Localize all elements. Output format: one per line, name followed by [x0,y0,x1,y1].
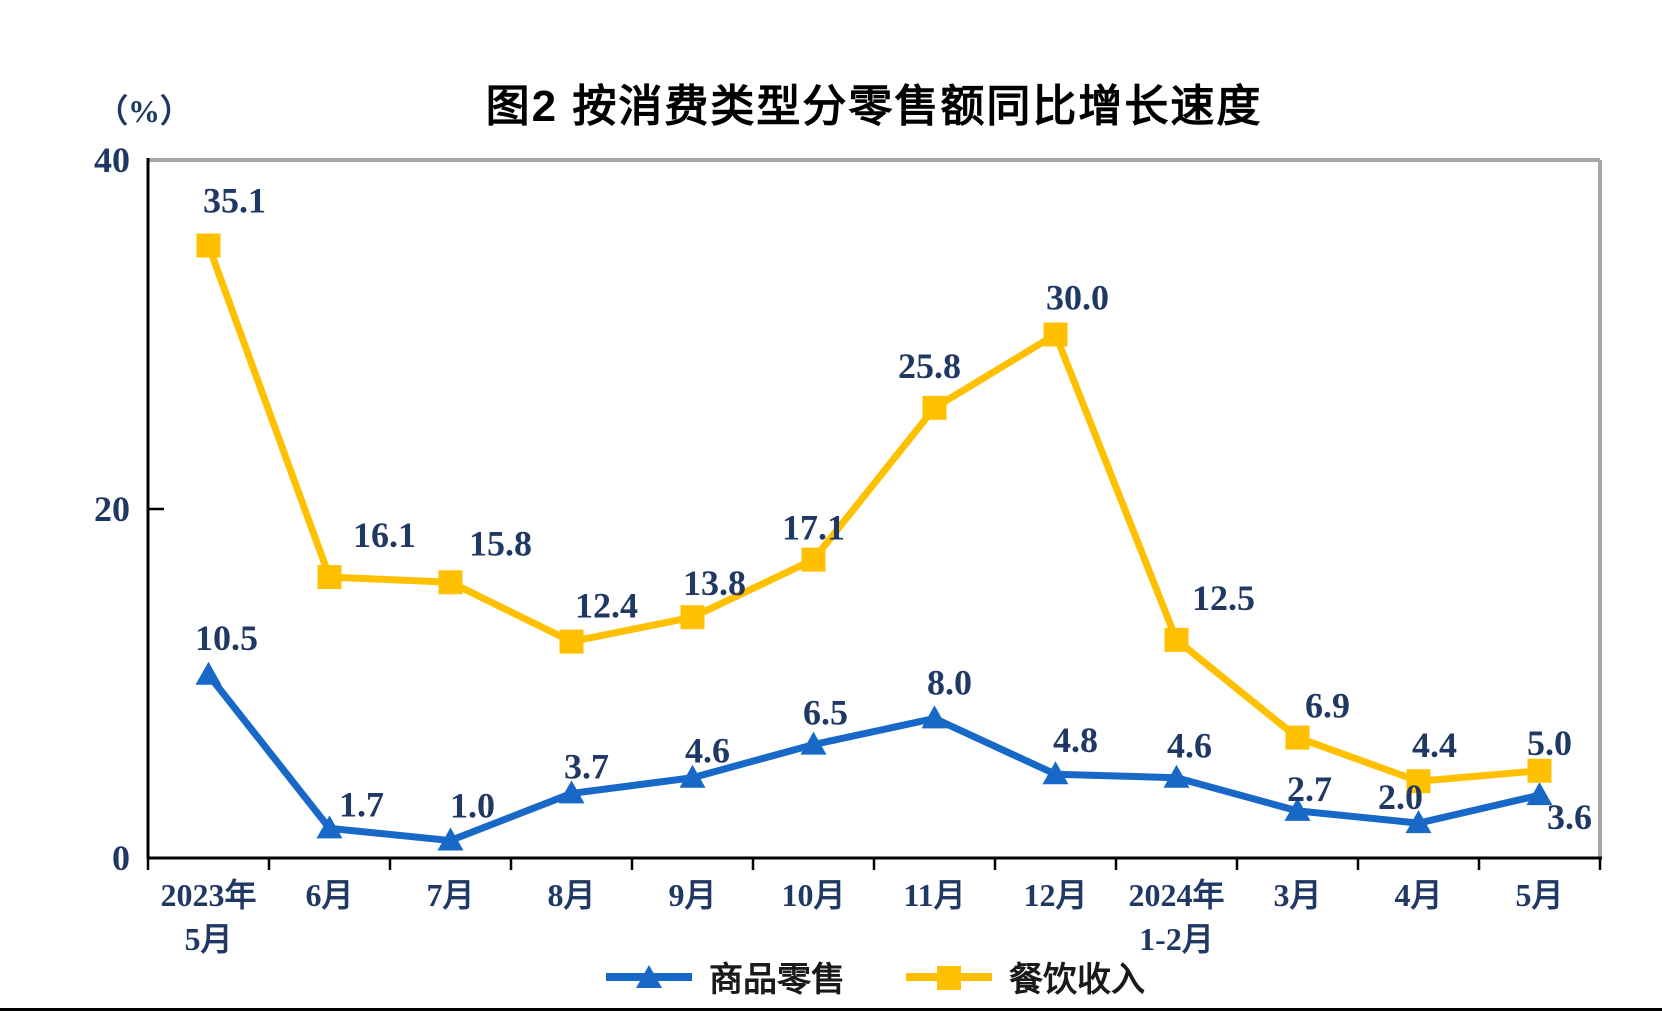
x-tick-label: 5月 [1515,877,1563,913]
goods-retail-marker [679,764,706,788]
catering-revenue-marker [196,233,221,258]
catering-revenue-value-label: 12.4 [575,586,638,626]
catering-revenue-marker [680,605,705,630]
catering-revenue-value-label: 35.1 [203,181,266,221]
goods-retail-value-label: 2.7 [1287,769,1332,809]
catering-revenue-marker [317,565,342,590]
y-axis-unit-label: （%） [96,93,193,129]
catering-revenue-marker [1043,322,1068,347]
goods-retail-marker [437,827,464,851]
catering-revenue-value-label: 13.8 [683,563,746,603]
x-tick-label: 8月 [547,877,595,913]
x-tick-label: 4月 [1394,877,1442,913]
goods-retail-value-label: 2.0 [1378,777,1423,817]
x-tick-label: 6月 [305,877,353,913]
catering-revenue-square-marker-icon [906,965,992,990]
catering-revenue-value-label: 6.9 [1305,686,1350,726]
legend-label-goods-retail: 商品零售 [709,962,845,999]
goods-retail-value-label: 1.0 [450,786,495,826]
catering-revenue-value-label: 4.4 [1412,725,1457,765]
x-tick-label: 11月 [903,877,965,913]
catering-revenue-marker [1285,725,1310,750]
catering-revenue-value-label: 16.1 [353,515,416,555]
goods-retail-triangle-marker-icon [606,964,692,988]
x-tick-label: 7月 [426,877,474,913]
x-tick-label: 10月 [781,877,845,913]
catering-revenue-line [205,242,1543,785]
goods-retail-marker [558,780,585,804]
legend-item-catering-revenue: 餐饮收入 [903,952,1145,1001]
legend-label-catering-revenue: 餐饮收入 [1009,962,1145,999]
goods-retail-marker [316,815,343,839]
catering-revenue-value-label: 5.0 [1527,723,1572,763]
goods-retail-line [205,671,1543,845]
goods-retail-marker [1526,782,1553,806]
y-tick-label: 40 [94,140,130,180]
x-tick-label: 9月 [668,877,716,913]
goods-retail-value-label: 3.6 [1547,797,1592,837]
x-tick-label: 2024年 1-2月 [1128,877,1224,957]
catering-revenue-marker [922,395,947,420]
catering-revenue-value-label: 30.0 [1046,278,1109,318]
goods-retail-marker [921,705,948,729]
chart-title: 图2 按消费类型分零售额同比增长速度 [485,82,1263,131]
x-tick-label: 3月 [1273,877,1321,913]
y-tick-label: 0 [112,838,130,878]
catering-revenue-value-label: 15.8 [469,523,532,563]
goods-retail-value-label: 1.7 [339,784,384,824]
goods-retail-value-label: 4.8 [1053,720,1098,760]
catering-revenue-value-label: 12.5 [1192,578,1255,618]
goods-retail-value-label: 3.7 [564,746,609,786]
page-divider [0,1008,1662,1011]
goods-retail-value-label: 8.0 [927,662,972,702]
goods-retail-marker [1042,761,1069,785]
y-tick-label: 20 [94,489,130,529]
catering-revenue-value-label: 17.1 [782,508,845,548]
goods-retail-marker [1163,764,1190,788]
catering-revenue-marker [1406,769,1431,794]
catering-revenue-marker [801,547,826,572]
x-tick-label: 12月 [1023,877,1087,913]
goods-retail-marker [195,661,222,685]
catering-revenue-marker [1527,758,1552,783]
chart-legend: 商品零售 餐饮收入 [148,952,1600,1001]
goods-retail-marker [1405,810,1432,834]
goods-retail-marker [800,731,827,755]
catering-revenue-value-label: 25.8 [898,346,961,386]
catering-revenue-marker [559,629,584,654]
legend-item-goods-retail: 商品零售 [603,952,845,1001]
goods-retail-value-label: 4.6 [685,731,730,771]
x-tick-label: 2023年 5月 [160,877,256,957]
goods-retail-value-label: 6.5 [803,693,848,733]
goods-retail-value-label: 4.6 [1167,726,1212,766]
goods-retail-value-label: 10.5 [195,618,258,658]
goods-retail-marker [1284,797,1311,821]
catering-revenue-marker [438,570,463,595]
catering-revenue-marker [1164,627,1189,652]
